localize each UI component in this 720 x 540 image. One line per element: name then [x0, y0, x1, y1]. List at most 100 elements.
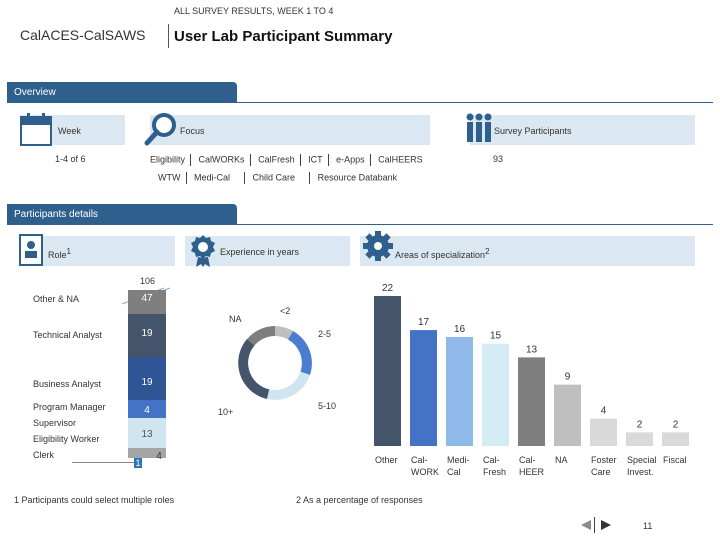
- focus-item-calworks: CalWORKs: [198, 154, 245, 165]
- donut-seg-2-5: [288, 331, 312, 375]
- role-category-4: Supervisor: [33, 418, 77, 428]
- role-category-0: Other & NA: [33, 294, 80, 304]
- areas-bar-6: [590, 418, 617, 446]
- areas-category-1: Cal-WORKs: [411, 455, 439, 480]
- calendar-icon: [20, 113, 52, 146]
- footnote-1: 1 Participants could select multiple rol…: [14, 495, 175, 505]
- footnote-2: 2 As a percentage of responses: [296, 495, 423, 505]
- areas-category-5: NA: [555, 455, 568, 465]
- areas-category-6: Foster Care: [591, 455, 617, 477]
- role-label: Role1: [48, 247, 71, 260]
- focus-item-child-care: Child Care: [252, 172, 296, 183]
- areas-category-3: Cal-Fresh: [483, 455, 506, 477]
- areas-category-2: Medi-Cal: [447, 455, 470, 477]
- areas-label: Areas of specialization2: [395, 247, 490, 260]
- brand-name: CalACES-CalSAWS: [20, 27, 146, 43]
- areas-bar-2: [446, 336, 473, 446]
- role-seg-3: [128, 400, 166, 418]
- areas-value-3: 15: [490, 331, 502, 342]
- page-title: User Lab Participant Summary: [174, 28, 393, 45]
- areas-bar-5: [554, 384, 581, 446]
- donut-seg-na: [247, 326, 275, 346]
- overview-tab[interactable]: Overview: [7, 82, 237, 102]
- prev-slide-arrow-icon[interactable]: [580, 519, 592, 531]
- page-number: 11: [643, 521, 653, 531]
- role-seg-4: [128, 418, 166, 448]
- areas-bar-8: [662, 432, 689, 446]
- role-seg-0: [128, 290, 166, 314]
- participants-details-tab[interactable]: Participants details: [7, 204, 237, 224]
- areas-band: [360, 236, 695, 266]
- focus-label: Focus: [180, 126, 205, 136]
- overview-divider: [7, 102, 713, 103]
- participants-details-tab-label: Participants details: [14, 208, 98, 220]
- areas-category-7: Special Invest.: [627, 455, 657, 477]
- focus-item-ict: ICT: [308, 154, 323, 165]
- focus-item-eligibility: Eligibility: [150, 154, 186, 165]
- week-label: Week: [58, 126, 81, 136]
- focus-item-calheers: CalHEERS: [378, 154, 423, 165]
- header-subtitle: ALL SURVEY RESULTS, WEEK 1 TO 4: [174, 6, 334, 16]
- role-band: [20, 236, 175, 266]
- areas-category-4: Cal-HEERS: [519, 455, 545, 480]
- role-category-5: Eligibility Worker: [33, 434, 100, 444]
- experience-label-10plus: 10+: [218, 407, 234, 417]
- role-value-6: 1: [135, 458, 141, 468]
- areas-value-6: 4: [601, 406, 607, 417]
- role-seg-5: [128, 448, 166, 458]
- areas-bar-7: [626, 432, 653, 446]
- participants-band: [470, 115, 695, 145]
- experience-label-lt2: <2: [280, 306, 291, 316]
- magnifier-icon: [144, 113, 176, 146]
- people-icon: [466, 113, 492, 142]
- role-category-3: Program Manager: [33, 402, 106, 412]
- areas-value-5: 9: [565, 372, 571, 383]
- focus-item-calfresh: CalFresh: [258, 154, 295, 165]
- experience-donut-chart: [238, 326, 312, 400]
- focus-item-medi-cal: Medi-Cal: [194, 172, 231, 183]
- role-category-6: Clerk: [33, 450, 55, 460]
- areas-value-1: 17: [418, 317, 430, 328]
- overview-tab-label: Overview: [14, 86, 56, 98]
- areas-value-2: 16: [454, 324, 466, 335]
- donut-seg-lt2: [275, 326, 293, 340]
- areas-value-4: 13: [526, 344, 538, 355]
- focus-items-row2: WTW Medi-Cal Child Care Resource Databan…: [158, 172, 397, 184]
- nav-separator: [594, 517, 595, 533]
- experience-label-5-10: 5-10: [318, 401, 337, 411]
- focus-items-row1: Eligibility CalWORKs CalFresh ICT e-Apps…: [150, 154, 423, 166]
- role-seg-6: [134, 458, 142, 468]
- experience-label: Experience in years: [220, 247, 300, 257]
- next-slide-arrow-icon[interactable]: [600, 519, 612, 531]
- participants-label: Survey Participants: [494, 126, 572, 136]
- experience-label-2-5: 2-5: [318, 329, 332, 339]
- areas-category-0: Other: [375, 455, 398, 465]
- role-value-2: 19: [141, 377, 153, 388]
- id-badge-icon: [19, 234, 43, 266]
- week-value: 1-4 of 6: [55, 154, 86, 164]
- role-value-0: 47: [141, 293, 153, 304]
- role-total: 106: [140, 276, 156, 286]
- role-category-1: Technical Analyst: [33, 330, 103, 340]
- gear-icon: [363, 231, 393, 261]
- role-leader-lines: [72, 452, 134, 463]
- donut-seg-5-10: [267, 371, 310, 400]
- role-seg-1: [128, 314, 166, 357]
- role-seg-2: [128, 357, 166, 400]
- participants-value: 93: [493, 154, 504, 164]
- role-value-4: 13: [141, 429, 153, 440]
- focus-item-wtw: WTW: [158, 172, 181, 183]
- areas-value-7: 2: [637, 419, 643, 430]
- areas-value-0: 22: [382, 283, 394, 294]
- role-value-3: 4: [144, 405, 150, 416]
- header-divider: [168, 24, 169, 48]
- areas-category-8: Fiscal: [663, 455, 687, 465]
- areas-bar-0: [374, 296, 401, 446]
- focus-item-eapps: e-Apps: [336, 154, 365, 165]
- areas-bar-4: [518, 357, 545, 446]
- focus-band: [150, 115, 430, 145]
- focus-item-resource-databank: Resource Databank: [317, 172, 398, 183]
- details-divider: [7, 224, 713, 225]
- areas-bar-3: [482, 343, 509, 446]
- award-ribbon-icon: [191, 235, 215, 267]
